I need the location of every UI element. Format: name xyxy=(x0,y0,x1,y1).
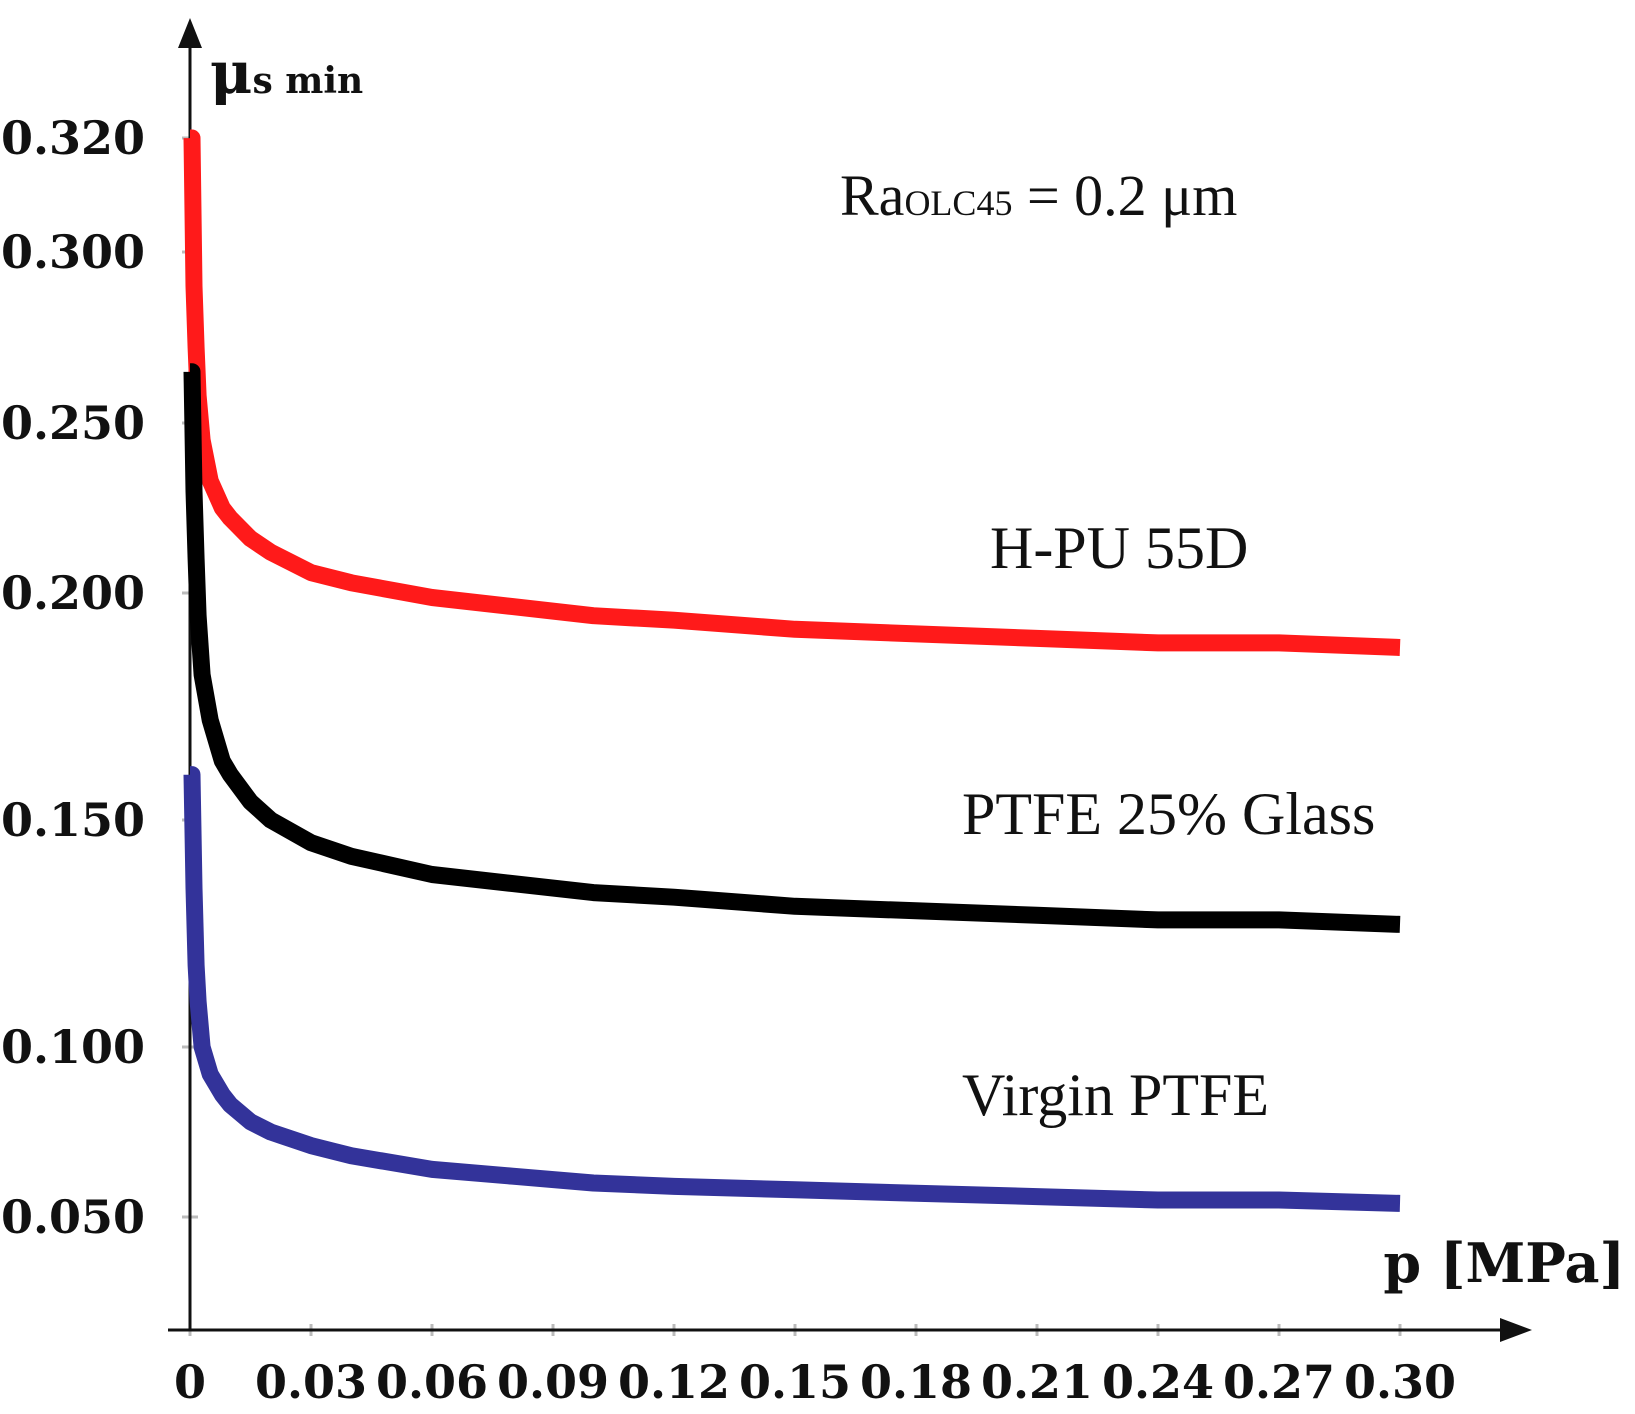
x-tick-label: 0.12 xyxy=(618,1355,730,1409)
roughness-annotation-sub: OLC45 xyxy=(904,183,1012,223)
x-tick-label: 0.18 xyxy=(860,1355,972,1409)
y-axis-title-sub: s min xyxy=(252,60,363,102)
x-tick-label: 0.06 xyxy=(376,1355,488,1409)
y-axis-title: μs min xyxy=(210,39,363,107)
roughness-annotation: RaOLC45 = 0.2 μm xyxy=(840,163,1237,228)
y-axis-title-main: μ xyxy=(210,39,252,107)
y-tick-label: 0.320 xyxy=(1,111,145,165)
x-tick-labels: 0 0.03 0.06 0.09 0.12 0.15 0.18 0.21 0.24 0.27 0.3… xyxy=(174,1355,1456,1409)
x-axis-arrow-icon xyxy=(1500,1318,1532,1342)
roughness-annotation-main: Ra xyxy=(840,163,904,228)
y-tick-label: 0.250 xyxy=(1,396,145,450)
roughness-annotation-rest: = 0.2 μm xyxy=(1012,163,1237,228)
x-tick-label: 0.24 xyxy=(1102,1355,1214,1409)
x-tick-label: 0 xyxy=(174,1355,206,1409)
y-tick-label: 0.200 xyxy=(1,566,145,620)
y-tick-label: 0.050 xyxy=(1,1190,145,1244)
x-tick-label: 0.15 xyxy=(739,1355,851,1409)
x-tick-label: 0.21 xyxy=(981,1355,1093,1409)
y-tick-label: 0.300 xyxy=(1,225,145,279)
x-tick-label: 0.30 xyxy=(1344,1355,1456,1409)
series-line-ptfe-25-glass xyxy=(183,363,1401,933)
series-label-hpu55d: H-PU 55D xyxy=(990,515,1248,581)
series-layer xyxy=(183,129,1401,1212)
x-tick-label: 0.03 xyxy=(255,1355,367,1409)
series-line-virgin-ptfe xyxy=(183,766,1401,1212)
y-tick-labels: 0.050 0.100 0.150 0.200 0.250 0.300 0.320 xyxy=(1,111,145,1244)
series-label-ptfe-glass: PTFE 25% Glass xyxy=(962,781,1375,847)
x-tick-label: 0.09 xyxy=(497,1355,609,1409)
x-tick-label: 0.27 xyxy=(1223,1355,1335,1409)
series-label-virgin-ptfe: Virgin PTFE xyxy=(962,1062,1269,1128)
y-axis-arrow-icon xyxy=(178,18,202,48)
y-tick-label: 0.150 xyxy=(1,793,145,847)
x-axis-title: p [MPa] xyxy=(1383,1231,1625,1295)
y-tick-label: 0.100 xyxy=(1,1020,145,1074)
